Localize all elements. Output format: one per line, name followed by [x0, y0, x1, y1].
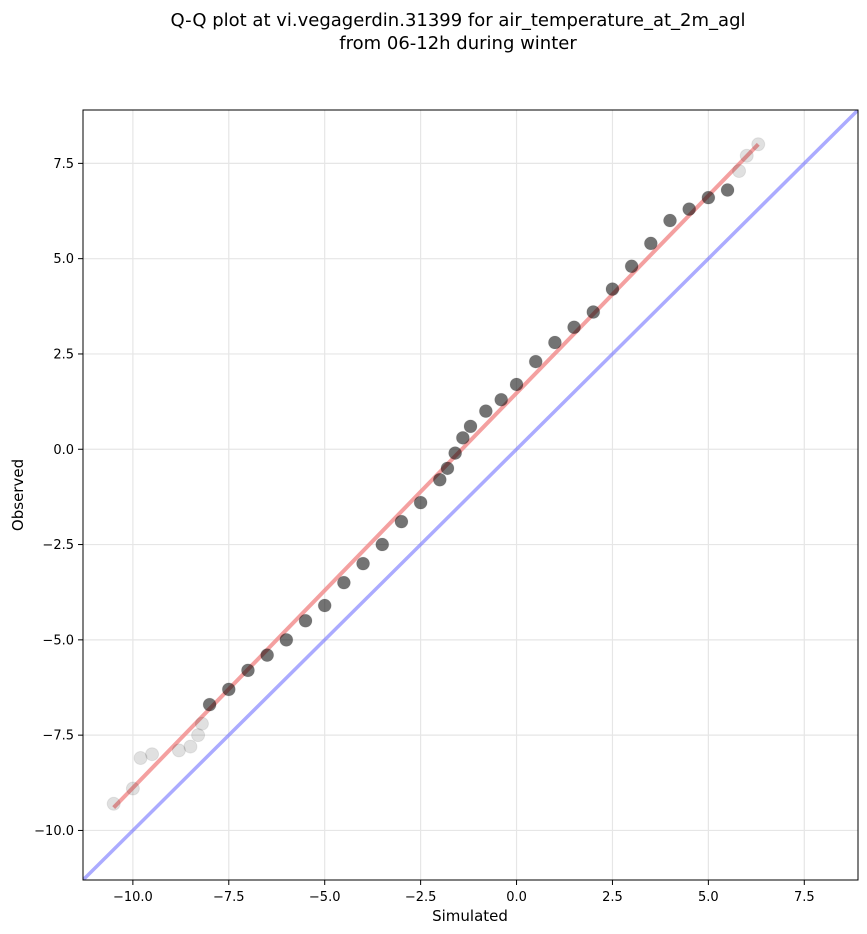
quantile-points: [106, 137, 766, 811]
quantile-point: [279, 632, 294, 647]
y-axis-ticks: −10.0 −7.5 −5.0 −2.5 0.0 2.5 5.0 7.5: [34, 157, 83, 839]
x-tick-label: −5.0: [309, 890, 341, 905]
x-tick-label: 2.5: [602, 890, 623, 905]
y-tick-label: −10.0: [34, 824, 74, 839]
x-axis-ticks: −10.0 −7.5 −5.0 −2.5 0.0 2.5 5.0 7.5: [113, 880, 815, 905]
chart-title-line1: Q-Q plot at vi.vegagerdin.31399 for air_…: [171, 10, 746, 31]
quantile-point: [191, 728, 206, 743]
quantile-point: [547, 335, 562, 350]
quantile-point: [624, 259, 639, 274]
x-tick-label: −7.5: [213, 890, 245, 905]
y-tick-label: 2.5: [53, 347, 74, 362]
quantile-point: [145, 747, 160, 762]
quantile-point: [336, 575, 351, 590]
quantile-point: [133, 751, 148, 766]
quantile-point: [202, 697, 217, 712]
quantile-point: [463, 419, 478, 434]
quantile-point: [701, 190, 716, 205]
quantile-point: [739, 148, 754, 163]
quantile-point: [221, 682, 236, 697]
quantile-point: [432, 472, 447, 487]
quantile-point: [663, 213, 678, 228]
y-axis-label: Observed: [9, 459, 27, 531]
chart-title-line2: from 06-12h during winter: [339, 33, 577, 54]
y-tick-label: 5.0: [53, 252, 74, 267]
quantile-point: [183, 739, 198, 754]
plot-area-frame: [82, 109, 859, 881]
quantile-point: [171, 743, 186, 758]
quantile-point: [240, 663, 255, 678]
y-tick-label: 7.5: [53, 157, 74, 172]
quantile-point: [125, 781, 140, 796]
x-tick-label: 7.5: [794, 890, 815, 905]
quantile-point: [194, 716, 209, 731]
quantile-point: [643, 236, 658, 251]
identity-line: [83, 110, 858, 880]
quantile-point: [605, 282, 620, 297]
quantile-point: [394, 514, 409, 529]
quantile-point: [509, 377, 524, 392]
quantile-point: [317, 598, 332, 613]
x-tick-label: −2.5: [405, 890, 437, 905]
grid: [83, 110, 858, 880]
quantile-point: [298, 613, 313, 628]
quantile-point: [106, 796, 121, 811]
quantile-point: [720, 183, 735, 198]
reference-lines: [83, 110, 858, 880]
y-tick-label: 0.0: [53, 443, 74, 458]
quantile-point: [448, 446, 463, 461]
x-tick-label: 5.0: [698, 890, 719, 905]
quantile-point: [260, 648, 275, 663]
quantile-point: [440, 461, 455, 476]
quantile-point: [494, 392, 509, 407]
quantile-point: [586, 305, 601, 320]
y-tick-label: −7.5: [42, 729, 74, 744]
quantile-point: [375, 537, 390, 552]
x-axis-label: Simulated: [432, 907, 508, 925]
quantile-point: [567, 320, 582, 335]
x-tick-label: −10.0: [113, 890, 153, 905]
quantile-point: [732, 163, 747, 178]
quantile-point: [455, 430, 470, 445]
quantile-point: [682, 202, 697, 217]
x-tick-label: 0.0: [506, 890, 527, 905]
quantile-point: [751, 137, 766, 152]
y-tick-label: −5.0: [42, 633, 74, 648]
y-tick-label: −2.5: [42, 538, 74, 553]
quantile-point: [413, 495, 428, 510]
quantile-point: [478, 404, 493, 419]
quantile-point: [356, 556, 371, 571]
quantile-point: [528, 354, 543, 369]
